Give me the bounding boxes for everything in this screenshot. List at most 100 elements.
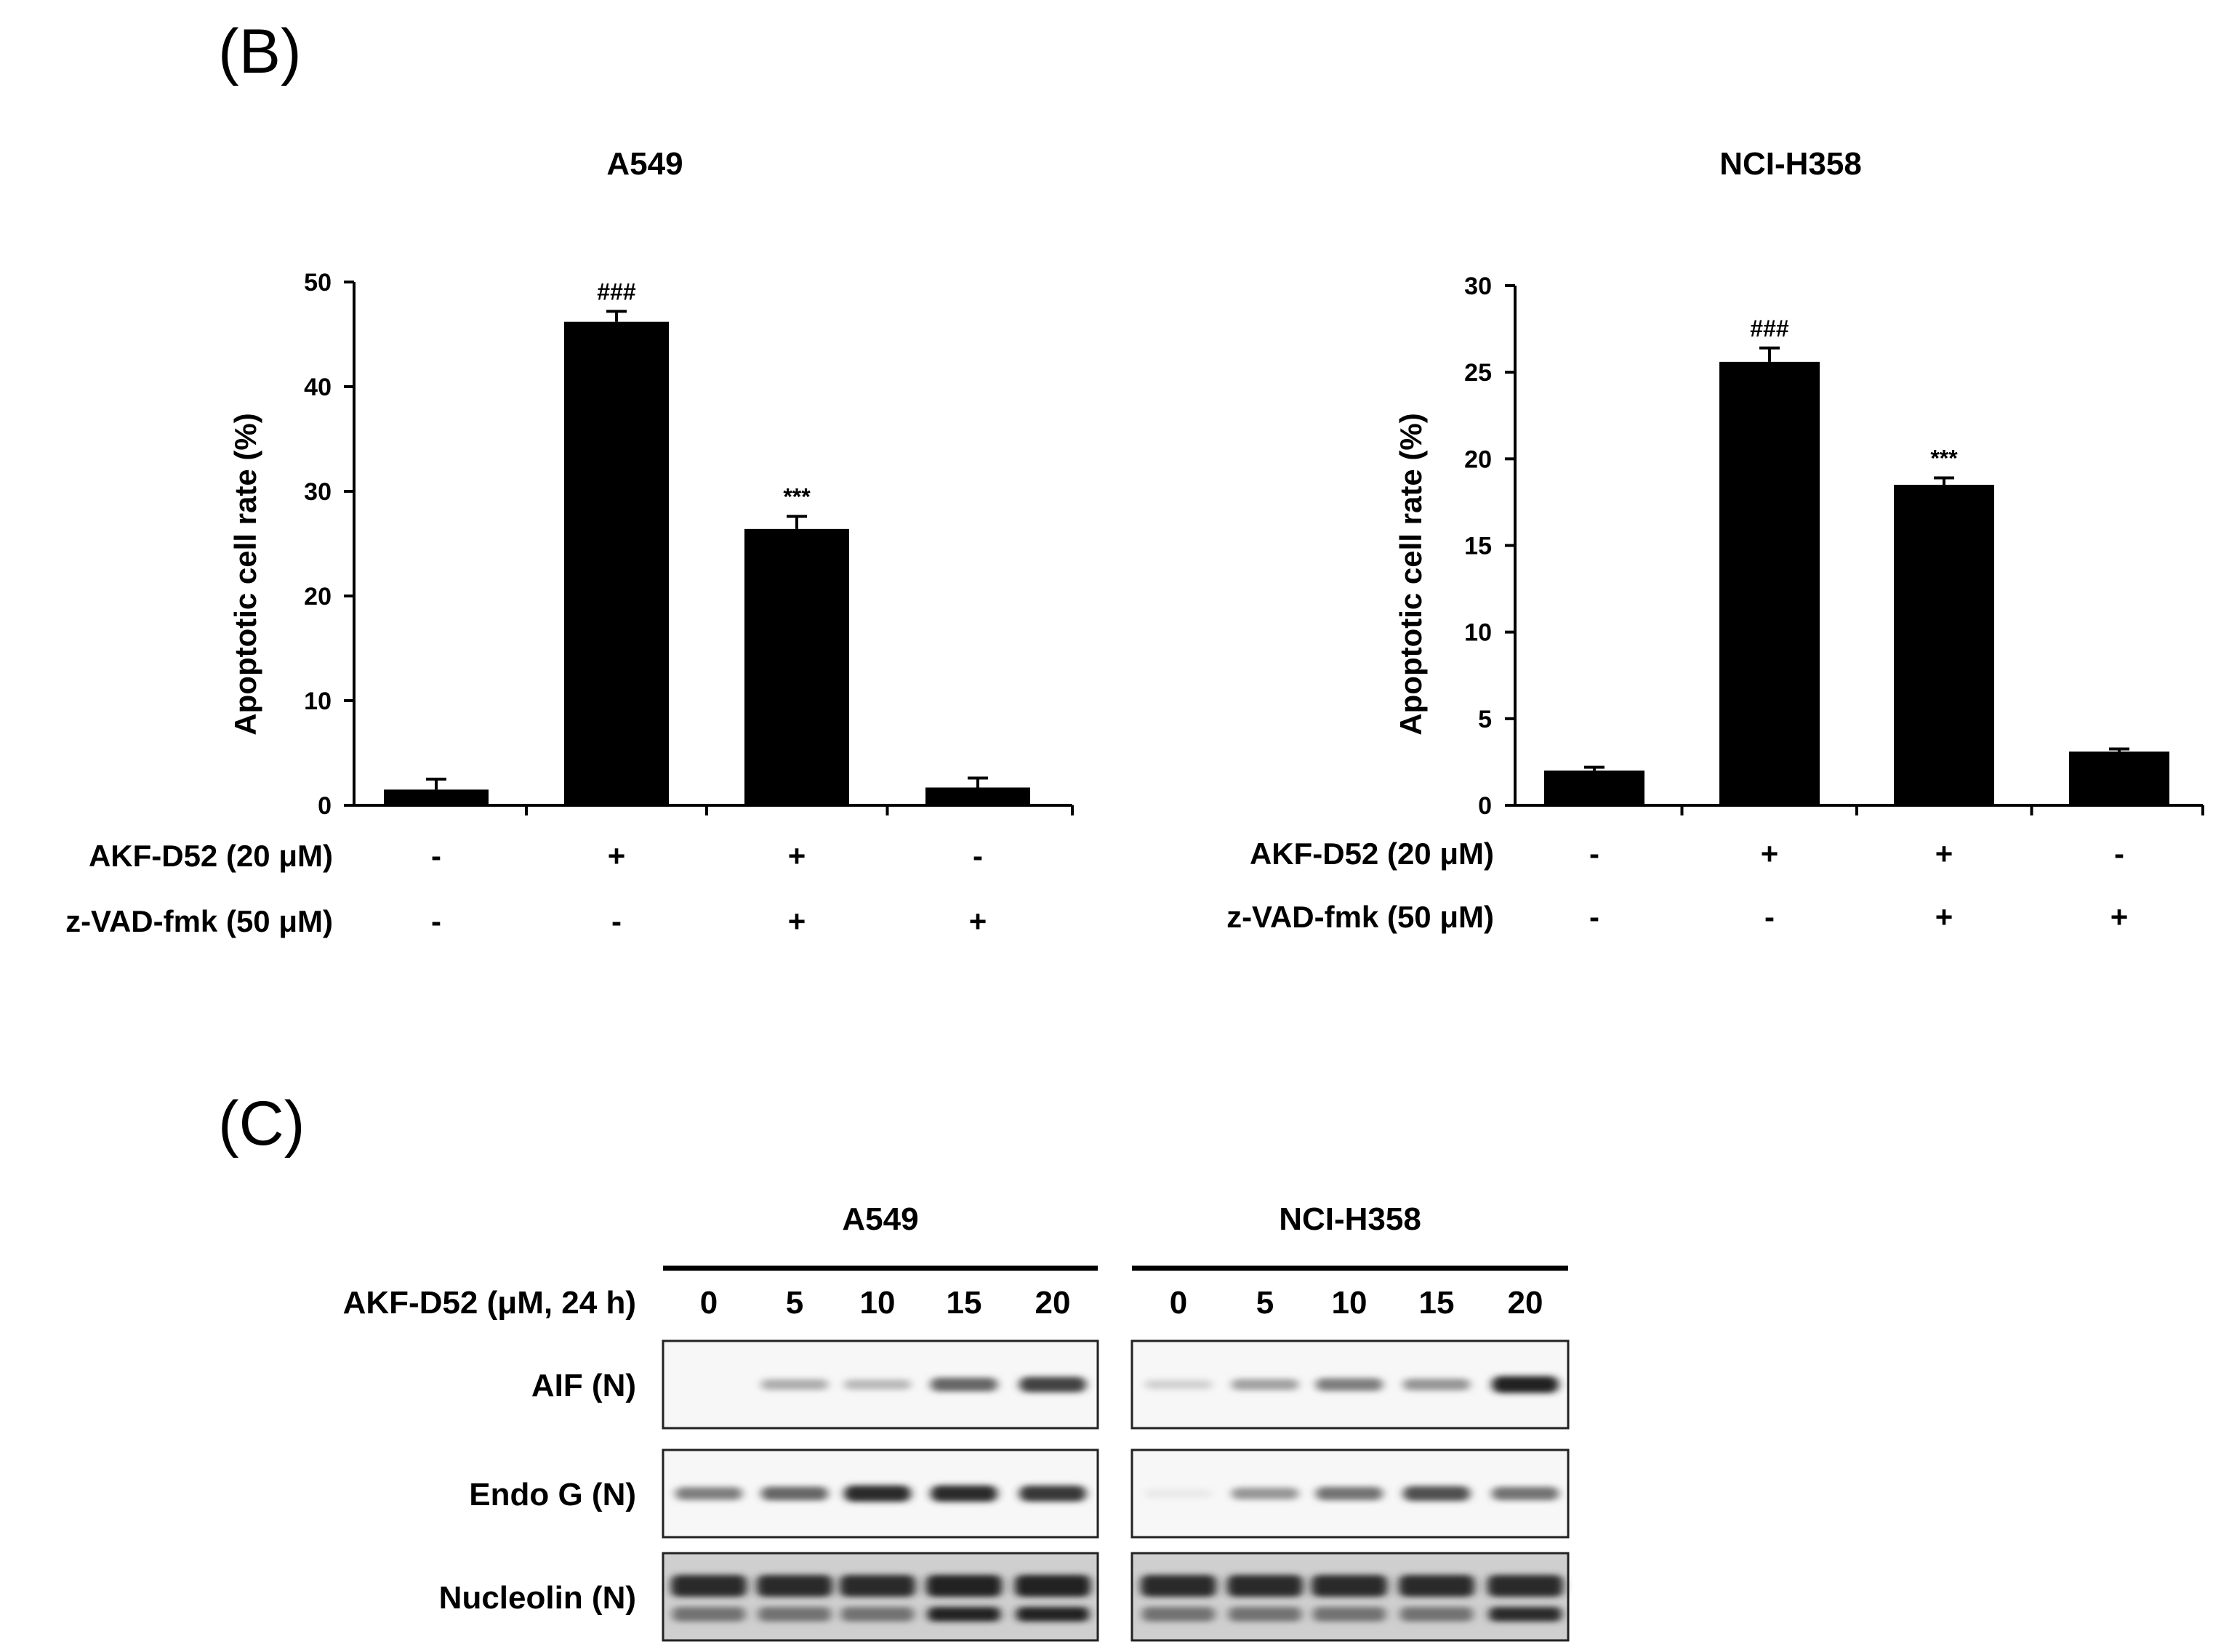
condition-sign: + [1935,900,1953,934]
condition-label: z-VAD-fmk (50 μM) [1226,900,1494,934]
chart-nci-h358-title: NCI-H358 [1719,146,1862,182]
condition-sign: + [1935,837,1953,871]
blot-group-title: NCI-H358 [1279,1201,1421,1237]
blot-band [841,1607,914,1621]
blot-band [840,1575,915,1597]
significance-label: ### [597,278,636,305]
blot-band [1492,1376,1559,1393]
y-tick-label: 10 [304,688,332,715]
blot-band [844,1485,911,1502]
condition-label: z-VAD-fmk (50 μM) [65,904,333,938]
blot-band [1492,1486,1559,1501]
blot-dose-label: 5 [786,1285,803,1321]
blot-band [1400,1607,1473,1621]
significance-label: *** [1930,446,1958,472]
chart-nci-h358-ylabel: Apoptotic cell rate (%) [1394,413,1428,735]
blot-band [931,1485,997,1502]
bar [564,321,669,806]
y-tick-label: 15 [1464,533,1492,560]
blot-band [1487,1575,1563,1597]
blot-band [757,1575,832,1597]
blot-band [928,1607,1000,1621]
significance-label: *** [783,484,811,510]
condition-sign: + [2110,900,2129,934]
western-blot: AKF-D52 (μM, 24 h) A549 0 5 10 15 20 NCI-H358 0… [343,1201,1570,1642]
blot-band [1316,1486,1383,1501]
blot-band [671,1575,747,1597]
blot-band [1016,1607,1089,1621]
bar [384,789,489,805]
blot-row-label: Endo G (N) [469,1477,636,1512]
chart-nci-h358-conditions: AKF-D52 (20 μM) - + + - z-VAD-fmk (50 μM) - - + + [1226,837,2128,934]
blot-dose-label: 0 [700,1285,718,1321]
blot-band [1403,1486,1470,1502]
panel-c-label: (C) [218,1089,305,1159]
condition-sign: - [973,839,983,873]
y-tick-label: 30 [304,478,332,506]
blot-band [931,1377,997,1392]
condition-sign: - [1589,837,1599,871]
condition-sign: - [1589,900,1599,934]
blot-band [1399,1575,1474,1597]
blot-dose-label: 0 [1170,1285,1187,1321]
blot-band [1313,1607,1386,1621]
y-tick-label: 10 [1464,619,1492,647]
chart-a549-conditions: AKF-D52 (20 μM) - + + - z-VAD-fmk (50 μM) - - + + [65,839,987,938]
blot-dose-label: 10 [1332,1285,1367,1321]
blot-dose-label: 20 [1508,1285,1543,1321]
y-tick-label: 20 [1464,446,1492,473]
blot-band [1489,1607,1562,1621]
condition-label: AKF-D52 (20 μM) [1250,837,1494,871]
y-tick-label: 0 [1478,792,1492,820]
bar [2069,752,2169,805]
condition-sign: + [608,839,626,873]
condition-sign: + [969,904,987,938]
blot-band [1227,1575,1303,1597]
y-tick-label: 20 [304,583,332,611]
blot-band [844,1379,911,1390]
bar [1719,361,1820,805]
bar [925,787,1030,805]
condition-sign: + [788,839,806,873]
blot-band [1145,1489,1212,1498]
y-tick-label: 0 [318,792,332,820]
condition-sign: + [788,904,806,938]
chart-nci-h358: NCI-H358 Apoptotic cell rate (%) 0 5 10 15 2… [1394,146,2204,820]
panel-b-label: (B) [218,17,302,86]
blot-band [672,1607,745,1621]
bar [1544,770,1644,805]
significance-label: ### [1750,315,1789,342]
bar [1894,485,1994,805]
blot-band [1141,1575,1216,1597]
blot-row-label: AIF (N) [531,1368,636,1403]
blot-treatment-label: AKF-D52 (μM, 24 h) [343,1285,636,1321]
blot-band [1232,1379,1298,1390]
blot-band [1229,1607,1301,1621]
blot-band [1019,1377,1086,1393]
bar [744,528,849,805]
blot-band [1142,1607,1215,1621]
blot-band [1232,1487,1298,1500]
blot-band [1019,1486,1086,1502]
blot-band [1015,1575,1091,1597]
blot-dose-label: 10 [860,1285,896,1321]
condition-sign: - [1764,900,1775,934]
blot-band [761,1486,828,1501]
blot-group-title: A549 [842,1201,918,1237]
y-tick-label: 50 [304,269,332,297]
y-tick-label: 30 [1464,273,1492,300]
y-tick-label: 5 [1478,706,1492,733]
y-tick-label: 25 [1464,359,1492,387]
blot-band [1312,1575,1387,1597]
blot-band [758,1607,831,1621]
condition-label: AKF-D52 (20 μM) [89,839,333,873]
blot-band [1316,1378,1383,1391]
condition-sign: - [431,839,441,873]
blot-dose-label: 5 [1256,1285,1274,1321]
blot-dose-label: 20 [1035,1285,1071,1321]
blot-dose-label: 15 [947,1285,982,1321]
blot-dose-label: 15 [1419,1285,1455,1321]
chart-a549-ylabel: Apoptotic cell rate (%) [228,413,262,735]
condition-sign: - [611,904,622,938]
